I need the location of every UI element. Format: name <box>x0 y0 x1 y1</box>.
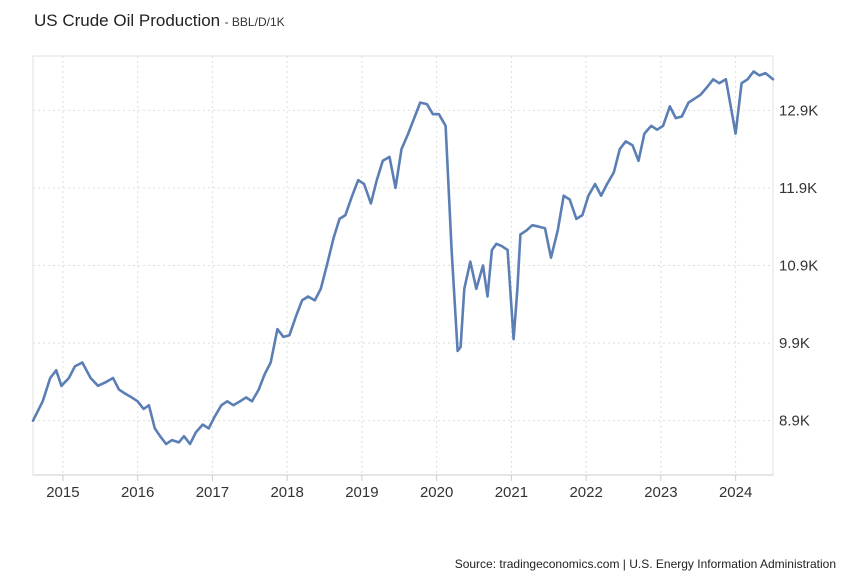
tick-label-layer: 8.9K 9.9K 10.9K 11.9K 12.9K 2015 2016 2017 2018 2… <box>46 102 818 501</box>
unit-label: - BBL/D/1K <box>224 15 285 29</box>
x-tick-label: 2018 <box>270 484 303 501</box>
x-tick-label: 2021 <box>495 484 528 501</box>
x-tick-label: 2022 <box>569 484 602 501</box>
grid-layer <box>32 55 774 481</box>
y-tick-label: 8.9K <box>779 413 810 430</box>
x-tick-label: 2024 <box>719 484 752 501</box>
production-series-line <box>31 70 775 446</box>
y-tick-label: 11.9K <box>779 180 817 197</box>
x-tick-label: 2020 <box>420 484 453 501</box>
x-tick-label: 2023 <box>644 484 677 501</box>
y-tick-label: 9.9K <box>779 335 810 352</box>
y-tick-label: 12.9K <box>779 102 818 119</box>
x-tick-label: 2019 <box>345 484 378 501</box>
source-note: Source: tradingeconomics.com | U.S. Ener… <box>454 557 836 571</box>
x-tick-label: 2017 <box>196 484 229 501</box>
y-tick-label: 10.9K <box>779 258 818 275</box>
chart-title-area: US Crude Oil Production - BBL/D/1K <box>34 11 285 31</box>
x-tick-label: 2016 <box>121 484 154 501</box>
x-tick-label: 2015 <box>46 484 79 501</box>
series-layer <box>31 70 775 446</box>
chart-title: US Crude Oil Production <box>34 11 221 30</box>
